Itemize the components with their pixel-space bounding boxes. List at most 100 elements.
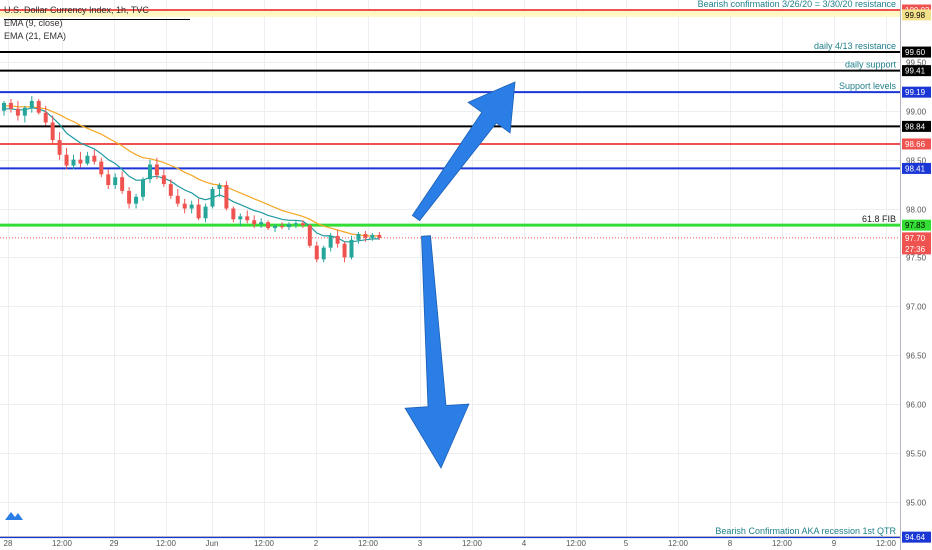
level-price-tag-label: 97.83	[905, 221, 926, 230]
candle-body	[92, 155, 97, 162]
level-label: Bearish confirmation 3/26/20 = 3/30/20 r…	[698, 0, 896, 9]
price-tick-label: 97.00	[906, 303, 927, 312]
price-tick-label: 99.50	[906, 59, 927, 68]
candle-body	[266, 222, 271, 229]
time-tick-label: 12:00	[52, 539, 73, 548]
level-label: 61.8 FIB	[862, 214, 896, 224]
level-price-tag	[902, 86, 931, 98]
ema-fast-line	[4, 107, 380, 243]
candle-body	[363, 233, 368, 238]
level-label: daily support	[845, 60, 897, 70]
candle-body	[245, 216, 250, 221]
price-tick-label: 96.50	[906, 352, 927, 361]
candle-body	[217, 185, 222, 189]
candle-body	[293, 223, 298, 225]
time-tick-label: 12:00	[876, 539, 897, 548]
resistance-band	[0, 11, 900, 17]
price-tick-label: 95.50	[906, 450, 927, 459]
level-label: Support levels	[839, 81, 897, 91]
arrow-up-icon	[411, 81, 516, 222]
level-price-tag	[902, 120, 931, 132]
time-tick-label: 12:00	[462, 539, 483, 548]
price-tick-label: 98.50	[906, 157, 927, 166]
candle-body	[196, 204, 201, 219]
candle-body	[113, 177, 118, 186]
time-tick-label: Jun	[206, 539, 219, 548]
candle-body	[71, 159, 76, 166]
countdown-label: 27:36	[905, 245, 926, 254]
candle-body	[106, 174, 111, 186]
level-price-tag-label: 99.98	[905, 11, 926, 20]
time-axis: 28 12:00 29 12:00 Jun 12:00 2 12:00 3 12:00 4 12:00…	[0, 536, 900, 548]
time-tick-label: 5	[624, 539, 629, 548]
level-price-tag-label: 98.41	[905, 164, 926, 173]
candle-body	[147, 164, 152, 180]
candle-body	[342, 243, 347, 258]
candle-body	[50, 122, 55, 141]
candle-body	[335, 235, 340, 244]
candle-body	[314, 245, 319, 260]
candle-body	[189, 204, 194, 209]
arrow-annotations	[404, 81, 516, 469]
candle-body	[356, 233, 361, 240]
time-tick-label: 8	[728, 539, 733, 548]
ema-slow-label: EMA (21, EMA)	[4, 31, 67, 41]
time-tick-label: 12:00	[566, 539, 587, 548]
symbol-title: U.S. Dollar Currency Index, 1h, TVC	[4, 5, 149, 15]
time-tick-label: 9	[832, 539, 837, 548]
candle-body	[43, 112, 48, 123]
candle-body	[321, 247, 326, 260]
price-tick-label: 99.00	[906, 108, 927, 117]
time-tick-label: 12:00	[358, 539, 379, 548]
price-axis: 95.00 95.50 96.00 96.50 97.00 97.50 98.00 98.50…	[900, 0, 932, 550]
ema-fast-label: EMA (9, close)	[4, 18, 63, 28]
candle-body	[36, 100, 41, 113]
time-tick-label: 2	[314, 539, 319, 548]
legend-symbol: U.S. Dollar Currency Index, 1h, TVC	[4, 4, 149, 17]
candle-body	[141, 179, 145, 197]
candle-body	[57, 140, 62, 155]
candle-body	[259, 222, 264, 225]
current-price-label: 97.70	[905, 234, 926, 243]
candle-body	[349, 239, 354, 258]
time-tick-label: 4	[522, 539, 527, 548]
time-tick-label: 12:00	[668, 539, 689, 548]
candle-body	[280, 226, 284, 228]
level-price-tag	[902, 9, 931, 21]
horizontal-levels: Bearish confirmation 3/26/20 = 3/30/20 r…	[0, 0, 900, 539]
level-price-tag	[902, 162, 931, 174]
candle-body	[203, 206, 208, 219]
candle-body	[224, 185, 229, 209]
candle-body	[85, 155, 90, 164]
candle-body	[182, 203, 187, 209]
price-tick-label: 98.00	[906, 206, 927, 215]
time-tick-label: 29	[110, 539, 119, 548]
candle-body	[22, 107, 27, 116]
candle-body	[175, 195, 180, 204]
price-axis-panel	[900, 0, 932, 550]
level-price-tag-label: 94.64	[905, 533, 926, 542]
ema-lines	[4, 105, 380, 243]
candle-body	[328, 235, 333, 248]
candle-body	[64, 154, 69, 166]
candle-body	[29, 100, 34, 108]
legend-ema-slow: EMA (21, EMA)	[4, 30, 66, 43]
candle-body	[370, 234, 375, 238]
candle-body	[273, 226, 278, 229]
candle-body	[161, 175, 166, 185]
arrow-down-icon	[404, 235, 470, 469]
candle-body	[15, 108, 20, 116]
level-price-tag	[902, 46, 931, 58]
level-price-tag-label: 99.41	[905, 67, 926, 76]
time-tick-label: 3	[418, 539, 423, 548]
level-price-tag-label: 99.60	[905, 48, 926, 57]
price-tick-label: 96.00	[906, 401, 927, 410]
candle-body	[252, 220, 257, 225]
chart-grid	[0, 0, 900, 536]
level-price-tag	[902, 138, 931, 150]
time-tick-label: 12:00	[254, 539, 275, 548]
candle-body	[286, 224, 291, 228]
level-label: Bearish Confirmation AKA recession 1st Q…	[715, 526, 896, 536]
candle-body	[154, 164, 159, 176]
